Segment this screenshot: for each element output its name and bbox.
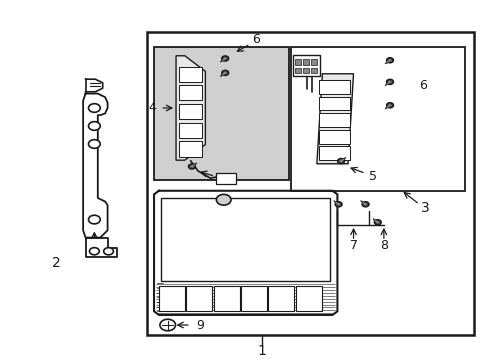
Circle shape [222,71,228,75]
Polygon shape [220,71,228,77]
Polygon shape [220,56,228,62]
Circle shape [222,56,228,61]
Polygon shape [316,74,353,164]
Bar [213,286,239,311]
Text: 9: 9 [196,319,204,332]
Bar [303,68,308,73]
Circle shape [103,248,113,255]
Bar [146,32,473,335]
Text: 7: 7 [349,239,357,252]
Circle shape [386,58,392,63]
Bar [159,286,184,311]
Polygon shape [384,58,392,64]
Text: 5: 5 [368,170,376,183]
Text: 5: 5 [218,172,226,185]
Circle shape [335,202,341,207]
Polygon shape [337,157,346,163]
Bar [179,67,202,82]
Circle shape [88,122,100,130]
Bar [319,147,349,160]
Bar [319,113,349,127]
Circle shape [337,159,344,163]
Text: 3: 3 [420,201,429,215]
Circle shape [362,202,368,207]
Bar [179,104,202,119]
Bar [295,286,321,311]
Text: 6: 6 [252,33,260,46]
Polygon shape [360,201,368,207]
Text: 8: 8 [379,239,387,252]
Bar [319,80,349,94]
Circle shape [160,319,175,331]
Bar [295,68,301,73]
Bar [303,59,308,65]
Polygon shape [188,163,197,169]
Bar [293,55,320,76]
Bar [295,59,301,65]
Bar [179,141,202,157]
Bar [268,286,294,311]
Circle shape [386,103,392,108]
Text: 1: 1 [257,344,265,358]
Circle shape [386,80,392,84]
Bar [154,47,288,180]
Circle shape [374,220,380,225]
Circle shape [88,215,100,224]
Polygon shape [384,80,392,86]
Bar [216,174,235,184]
Bar [179,123,202,138]
Text: 6: 6 [418,79,426,92]
Circle shape [188,164,195,169]
Bar [310,59,316,65]
Text: 4: 4 [148,102,156,114]
Bar [241,286,266,311]
Text: 2: 2 [52,256,61,270]
Circle shape [88,140,100,148]
Polygon shape [176,56,205,160]
Polygon shape [372,219,380,225]
Polygon shape [384,103,392,109]
Bar [161,198,329,281]
Circle shape [89,248,99,255]
Bar [319,130,349,144]
Circle shape [88,104,100,112]
Bar [179,85,202,100]
Bar [310,68,316,73]
Bar [186,286,212,311]
Bar [290,47,464,191]
Circle shape [216,194,231,205]
Bar [319,97,349,111]
Polygon shape [333,201,341,207]
